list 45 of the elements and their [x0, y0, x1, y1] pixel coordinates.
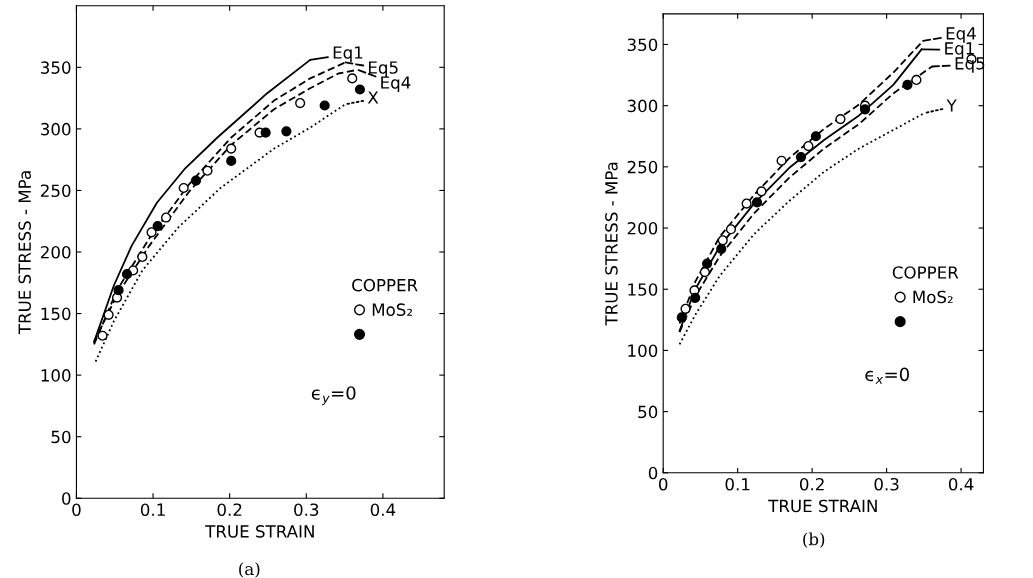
- annotation: ϵ$_{y}$=0: [311, 386, 356, 406]
- y-tick-label: 250: [627, 160, 658, 174]
- y-tick-label: 50: [638, 405, 658, 419]
- x-tick-label: 0: [658, 477, 668, 491]
- legend-label: MoS₂: [372, 303, 412, 316]
- x-tick-label: 0.1: [725, 477, 750, 491]
- y-tick-label: 350: [627, 38, 658, 52]
- y-tick-label: 300: [41, 122, 71, 136]
- x-tick-label: 0.4: [370, 503, 396, 516]
- text: (b): [803, 532, 825, 548]
- series-label: Eq4: [381, 76, 411, 93]
- y-tick-label: 150: [628, 283, 658, 296]
- y-tick-label: 0: [62, 492, 71, 505]
- y-tick-label: 100: [628, 344, 658, 357]
- y-tick-label: 300: [627, 99, 658, 113]
- y-tick-label: 250: [40, 184, 71, 198]
- legend-label: Eq4: [946, 27, 976, 43]
- legend-label: Eq5: [368, 61, 398, 78]
- x-axis-title: TRUE STRAIN: [205, 525, 314, 538]
- legend-title: COPPER: [352, 278, 418, 292]
- y-axis-title: TRUE STRESS - MPa: [605, 162, 618, 326]
- y-axis-title: TRUE STRESS - MPa: [18, 171, 31, 335]
- legend-label: Eq1: [333, 46, 363, 63]
- x-tick-label: 0.1: [140, 503, 165, 516]
- legend-label: MoS₂: [913, 290, 953, 304]
- x-tick-label: 0.4: [948, 477, 974, 491]
- x-axis-title: TRUE STRAIN: [768, 499, 877, 513]
- x-tick-label: 0.3: [874, 477, 899, 491]
- x-tick-label: 0.2: [217, 503, 242, 516]
- y-tick-label: 100: [41, 369, 71, 382]
- y-tick-label: 0: [648, 466, 658, 480]
- legend-title: COPPER: [892, 266, 959, 279]
- x-tick-label: 0.3: [294, 503, 319, 516]
- x-tick-label: 0: [72, 503, 81, 516]
- y-tick-label: 350: [41, 61, 71, 74]
- series-label: X: [367, 91, 379, 104]
- y-tick-label: 200: [627, 222, 658, 235]
- y-tick-label: 50: [51, 430, 71, 444]
- annotation: ϵ$_{x}$=0: [865, 367, 909, 384]
- legend-label: Eq1: [945, 42, 974, 58]
- text: (a): [239, 562, 260, 578]
- y-tick-label: 150: [41, 307, 71, 321]
- y-tick-label: 200: [40, 245, 71, 259]
- legend-label: Y: [946, 99, 957, 112]
- x-tick-label: 0.2: [799, 477, 824, 491]
